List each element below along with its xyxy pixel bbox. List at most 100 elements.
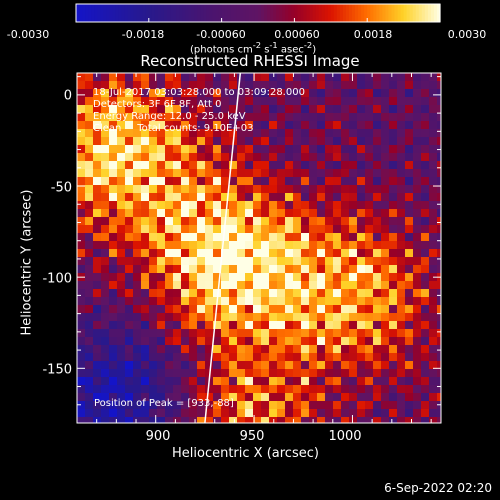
heatmap-cell — [365, 145, 373, 153]
heatmap-cell — [357, 97, 365, 105]
heatmap-cell — [85, 145, 93, 153]
heatmap-cell — [221, 121, 229, 129]
heatmap-cell — [109, 129, 117, 137]
heatmap-cell — [189, 81, 197, 89]
colorbar-swatch — [267, 4, 271, 22]
heatmap-cell — [221, 297, 229, 305]
heatmap-cell — [437, 121, 441, 129]
heatmap-cell — [389, 137, 397, 145]
heatmap-cell — [405, 81, 413, 89]
heatmap-cell — [229, 105, 237, 113]
heatmap-cell — [133, 273, 141, 281]
heatmap-cell — [413, 241, 421, 249]
heatmap-cell — [237, 105, 245, 113]
colorbar-tick: 0.00060 — [274, 28, 320, 41]
heatmap-cell — [349, 345, 357, 353]
heatmap-cell — [101, 409, 109, 417]
heatmap-cell — [101, 209, 109, 217]
heatmap-cell — [229, 209, 237, 217]
heatmap-cell — [389, 177, 397, 185]
heatmap-cell — [421, 289, 429, 297]
heatmap-cell — [213, 289, 221, 297]
heatmap-cell — [269, 225, 277, 233]
heatmap-cell — [253, 337, 261, 345]
heatmap-cell — [325, 137, 333, 145]
heatmap-cell — [333, 129, 341, 137]
heatmap-cell — [357, 329, 365, 337]
heatmap-cell — [301, 393, 309, 401]
heatmap-cell — [285, 257, 293, 265]
heatmap-cell — [165, 233, 173, 241]
heatmap-cell — [421, 377, 429, 385]
heatmap-cell — [253, 153, 261, 161]
heatmap-cell — [149, 353, 157, 361]
heatmap-cell — [133, 417, 141, 423]
heatmap-cell — [85, 353, 93, 361]
heatmap-cell — [349, 249, 357, 257]
heatmap-cell — [413, 401, 421, 409]
heatmap-cell — [269, 89, 277, 97]
heatmap-cell — [85, 169, 93, 177]
colorbar-swatch — [218, 4, 223, 22]
heatmap-cell — [261, 273, 269, 281]
heatmap-cell — [285, 409, 293, 417]
heatmap-cell — [165, 321, 173, 329]
heatmap-cell — [189, 377, 197, 385]
heatmap-cell — [189, 177, 197, 185]
colorbar-swatch — [394, 4, 399, 22]
heatmap-cell — [133, 401, 141, 409]
heatmap-cell — [277, 97, 285, 105]
heatmap-cell — [365, 377, 373, 385]
heatmap-cell — [301, 73, 309, 81]
heatmap-cell — [277, 161, 285, 169]
heatmap-cell — [349, 417, 357, 423]
heatmap-cell — [341, 121, 349, 129]
heatmap-cell — [213, 401, 221, 409]
heatmap-cell — [189, 257, 197, 265]
heatmap-cell — [421, 345, 429, 353]
heatmap-cell — [285, 273, 293, 281]
heatmap-cell — [165, 257, 173, 265]
heatmap-cell — [205, 185, 213, 193]
heatmap-cell — [421, 313, 429, 321]
heatmap-cell — [173, 289, 181, 297]
heatmap-cell — [285, 393, 293, 401]
heatmap-cell — [277, 73, 285, 81]
heatmap-cell — [173, 313, 181, 321]
colorbar-swatch — [103, 4, 107, 22]
heatmap-cell — [405, 273, 413, 281]
heatmap-cell — [413, 409, 421, 417]
heatmap-cell — [149, 241, 157, 249]
heatmap-cell — [189, 281, 197, 289]
heatmap-cell — [101, 89, 109, 97]
heatmap-cell — [261, 369, 269, 377]
heatmap-cell — [253, 265, 261, 273]
heatmap-cell — [117, 73, 125, 81]
heatmap-cell — [85, 297, 93, 305]
heatmap-cell — [237, 177, 245, 185]
heatmap-cell — [397, 377, 405, 385]
heatmap-cell — [125, 137, 133, 145]
heatmap-cell — [221, 377, 229, 385]
heatmap-cell — [261, 321, 269, 329]
heatmap-cell — [373, 385, 381, 393]
heatmap-cell — [133, 217, 141, 225]
heatmap-cell — [365, 297, 373, 305]
heatmap-cell — [325, 241, 333, 249]
heatmap-cell — [141, 265, 149, 273]
colorbar-swatch — [385, 4, 390, 22]
heatmap-cell — [301, 273, 309, 281]
heatmap-cell — [253, 377, 261, 385]
heatmap-cell — [405, 313, 413, 321]
heatmap-cell — [333, 177, 341, 185]
heatmap-cell — [381, 113, 389, 121]
heatmap-cell — [125, 177, 133, 185]
heatmap-cell — [141, 305, 149, 313]
heatmap-cell — [93, 329, 101, 337]
heatmap-cell — [181, 217, 189, 225]
heatmap-cell — [213, 137, 221, 145]
colorbar-swatch — [318, 4, 323, 22]
heatmap-cell — [357, 289, 365, 297]
heatmap-cell — [421, 145, 429, 153]
heatmap-cell — [149, 177, 157, 185]
